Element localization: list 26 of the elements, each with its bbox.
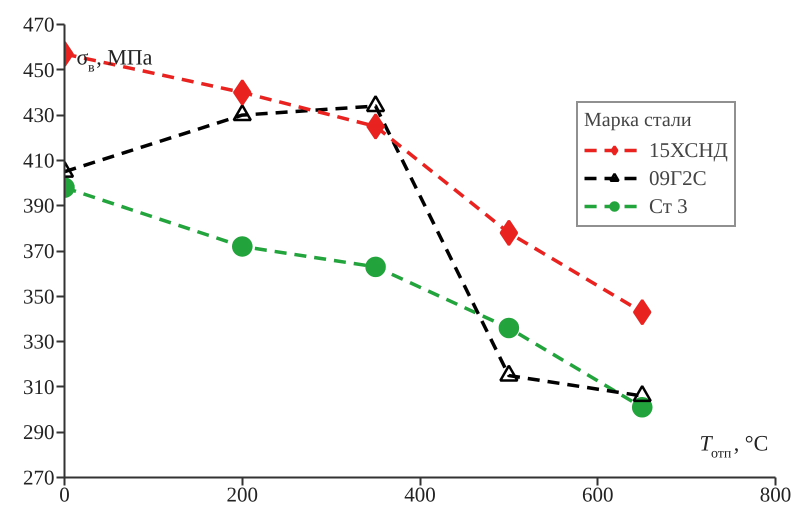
legend-label: 15ХСНД xyxy=(649,137,728,163)
x-tick-label: 400 xyxy=(404,482,436,505)
point xyxy=(498,318,520,338)
point xyxy=(366,113,385,140)
point xyxy=(232,236,252,257)
point xyxy=(500,220,518,246)
y-tick-label: 410 xyxy=(23,148,54,172)
point xyxy=(632,298,652,326)
y-tick-label: 350 xyxy=(23,284,54,308)
x-tick-label: 200 xyxy=(226,482,258,505)
point xyxy=(365,256,386,278)
legend-label: Ст 3 xyxy=(649,193,688,219)
x-tick-label: 0 xyxy=(59,482,70,505)
y-tick-label: 330 xyxy=(23,330,54,354)
y-tick-label: 270 xyxy=(23,466,54,490)
x-tick-label: 800 xyxy=(760,482,792,505)
y-tick-label: 290 xyxy=(23,420,54,444)
y-tick-label: 450 xyxy=(23,58,54,82)
x-tick-label: 600 xyxy=(582,482,614,505)
y-tick-label: 370 xyxy=(23,239,54,263)
y-tick-label: 430 xyxy=(23,103,54,128)
legend-label: 09Г2С xyxy=(649,165,707,191)
y-tick-label: 470 xyxy=(23,12,54,36)
y-tick-label: 390 xyxy=(23,194,54,218)
legend-title: Марка стали xyxy=(584,109,693,132)
y-tick-label: 310 xyxy=(23,374,54,399)
